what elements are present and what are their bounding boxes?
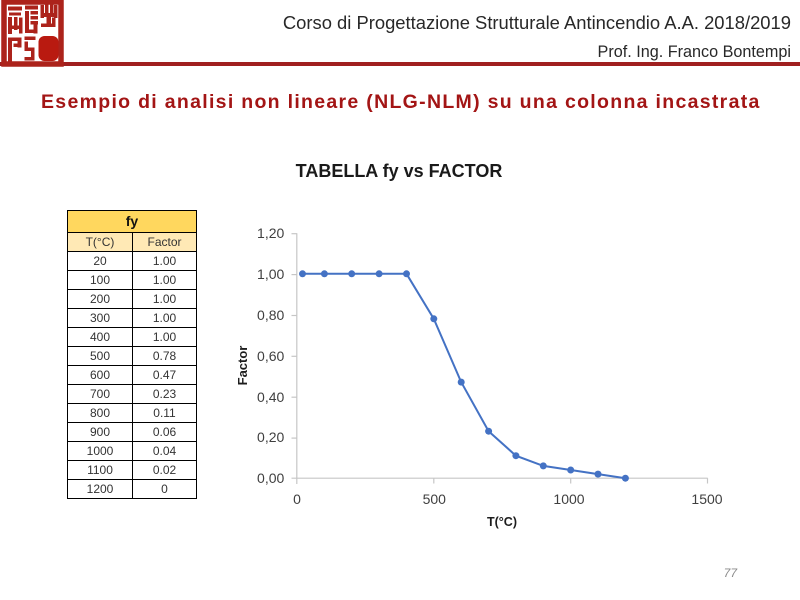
svg-text:1000: 1000	[553, 491, 584, 507]
svg-text:1,00: 1,00	[257, 266, 284, 282]
svg-text:0,80: 0,80	[257, 307, 284, 323]
svg-text:1,20: 1,20	[257, 225, 284, 241]
svg-text:0,60: 0,60	[257, 348, 284, 364]
svg-text:Factor: Factor	[235, 346, 250, 386]
svg-text:0,00: 0,00	[257, 470, 284, 486]
svg-text:0,20: 0,20	[257, 429, 284, 445]
svg-text:500: 500	[423, 491, 447, 507]
svg-text:1500: 1500	[691, 491, 722, 507]
svg-text:T(°C): T(°C)	[487, 515, 517, 529]
svg-text:0,40: 0,40	[257, 389, 284, 405]
svg-text:0: 0	[293, 491, 301, 507]
